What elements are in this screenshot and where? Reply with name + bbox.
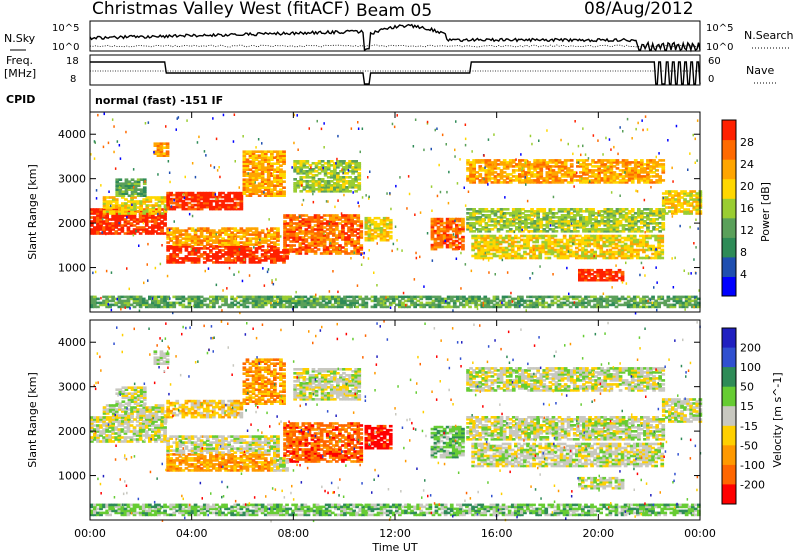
nave-tick-top-right: 60	[708, 56, 721, 67]
heatmap-cell	[357, 162, 361, 165]
heatmap-cell	[593, 251, 597, 254]
heatmap-cell	[440, 218, 444, 221]
beam-title: Beam 05	[356, 1, 432, 21]
heatmap-cell	[261, 229, 265, 232]
heatmap-cell	[660, 257, 664, 260]
heatmap-cell	[276, 227, 280, 230]
cpid-text: normal (fast) -151 IF	[95, 94, 223, 107]
station-title: Christmas Valley West (fitACF)	[92, 0, 350, 19]
heatmap-cell	[317, 248, 321, 251]
freq-unit-label: [MHz]	[4, 67, 36, 80]
heatmap-cell	[640, 159, 644, 162]
heatmap-cell	[660, 245, 664, 248]
heatmap-cell	[570, 163, 574, 166]
heatmap-cell	[359, 220, 363, 223]
heatmap-cell	[282, 150, 286, 153]
heatmap-cell	[576, 230, 580, 233]
freq-trace	[90, 62, 700, 84]
heatmap-cell	[389, 235, 393, 238]
heatmap-cell	[570, 159, 574, 162]
heatmap-cell	[621, 271, 625, 274]
nsearch-label: N.Search	[744, 29, 794, 42]
heatmap-cell	[224, 296, 228, 299]
freq-tick-bottom-left: 8	[70, 74, 76, 85]
heatmap-cell	[115, 198, 119, 201]
heatmap-cell	[282, 186, 286, 189]
heatmap-cell	[591, 208, 595, 211]
heatmap-cell	[506, 208, 510, 211]
heatmap-cell	[357, 182, 361, 185]
heatmap-cell	[496, 296, 500, 299]
heatmap-cell	[640, 230, 644, 233]
heatmap-cell	[344, 248, 348, 251]
heatmap-cell	[660, 249, 664, 252]
cpid-panel: CPID normal (fast) -151 IF	[6, 89, 223, 112]
heatmap-cell	[365, 302, 369, 305]
heatmap-cell	[282, 180, 286, 183]
nsky-tick-top-left: 10^5	[52, 23, 79, 34]
heatmap-cell	[356, 214, 360, 217]
heatmap-cell	[359, 244, 363, 247]
heatmap-cell	[461, 236, 465, 239]
freq-label: Freq.	[6, 54, 33, 67]
nsky-label: N.Sky	[4, 32, 36, 45]
heatmap-cell	[645, 241, 649, 244]
heatmap-cell	[520, 296, 524, 299]
heatmap-cell	[282, 190, 286, 193]
heatmap-cell	[276, 243, 280, 246]
heatmap-cell	[255, 227, 259, 230]
nsky-panel: N.Sky 10^5 10^0 10^5 10^0 N.Search	[4, 21, 794, 53]
heatmap-cell	[552, 208, 556, 211]
heatmap-cell	[661, 222, 665, 225]
nsky-trace	[90, 25, 700, 50]
heatmap-cell	[661, 159, 665, 162]
heatmap-cell	[478, 173, 482, 176]
nave-label: Nave	[746, 64, 774, 77]
heatmap-cell	[548, 257, 552, 260]
heatmap-cell	[348, 190, 352, 193]
heatmap-cell	[306, 160, 310, 163]
power-heatmap	[90, 113, 702, 315]
heatmap-cell	[633, 235, 637, 238]
heatmap-cell	[554, 235, 558, 238]
heatmap-cell	[661, 179, 665, 182]
heatmap-cell	[292, 244, 296, 247]
freq-panel: Freq. [MHz] 18 8 60 0 Nave	[4, 54, 778, 85]
heatmap-cell	[542, 208, 546, 211]
heatmap-cell	[359, 230, 363, 233]
heatmap-cell	[631, 208, 635, 211]
heatmap-cell	[96, 298, 100, 301]
heatmap-cell	[661, 163, 665, 166]
heatmap-cell	[143, 186, 147, 189]
freq-frame	[90, 55, 700, 85]
nsky-tick-bottom-right: 10^0	[706, 42, 733, 53]
nsearch-trace	[90, 45, 700, 47]
heatmap-cell	[119, 178, 123, 181]
heatmap-cell	[282, 170, 286, 173]
nsky-tick-bottom-left: 10^0	[52, 42, 79, 53]
heatmap-cell	[246, 306, 250, 309]
heatmap-cell	[389, 231, 393, 234]
heatmap-cell	[461, 218, 465, 221]
heatmap-cell	[389, 219, 393, 222]
heatmap-cell	[658, 175, 662, 178]
heatmap-cell	[563, 235, 567, 238]
heatmap-cell	[249, 247, 253, 250]
heatmap-cell	[461, 244, 465, 247]
heatmap-cell	[468, 306, 472, 309]
freq-tick-top-left: 18	[66, 56, 79, 67]
heatmap-cell	[357, 172, 361, 175]
heatmap-cell	[555, 230, 559, 233]
nave-tick-bottom-right: 0	[708, 74, 714, 85]
heatmap-cell	[512, 159, 516, 162]
cpid-label: CPID	[6, 93, 35, 106]
heatmap-cell	[660, 235, 664, 238]
date-title: 08/Aug/2012	[584, 0, 694, 19]
nsky-tick-top-right: 10^5	[706, 23, 733, 34]
heatmap-cell	[523, 257, 527, 260]
heatmap-cell	[163, 222, 167, 225]
